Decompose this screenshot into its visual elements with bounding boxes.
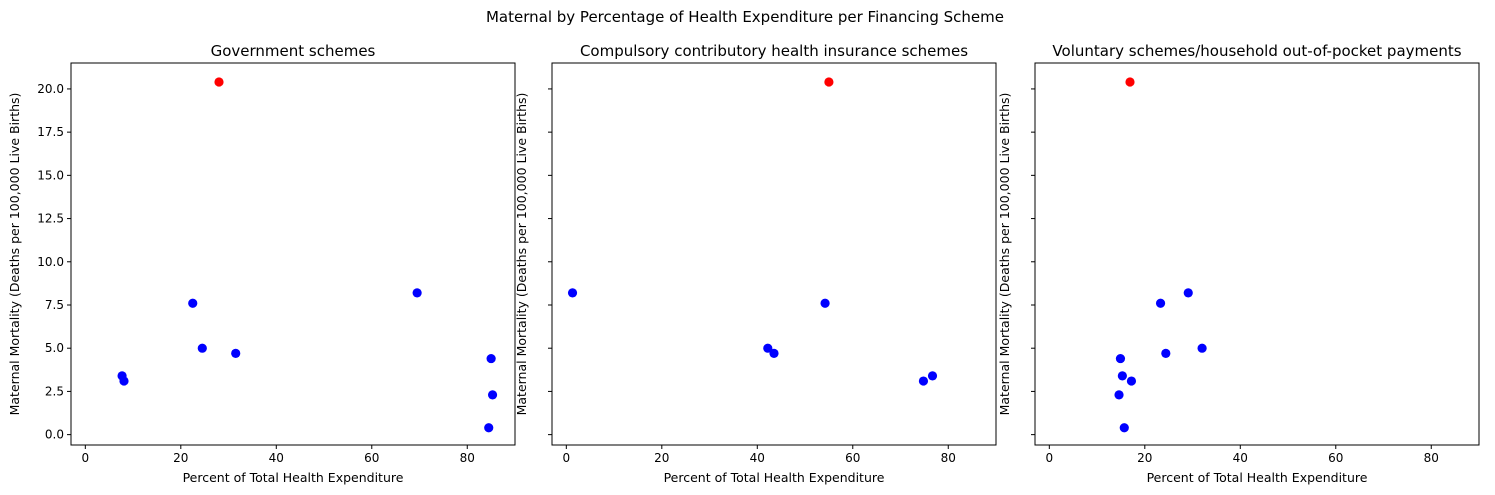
data-point — [1155, 298, 1166, 308]
chart-title: Voluntary schemes/household out-of-pocke… — [1052, 42, 1461, 60]
data-point — [1117, 371, 1127, 381]
panels: Government schemes 0 20 40 60 80 0.0 2.5 5.0 7.5 1… — [7, 42, 1480, 485]
highlight-data-point — [1125, 77, 1135, 87]
chart-panel-3: Voluntary schemes/household out-of-pocke… — [997, 42, 1480, 485]
x-tick-label: 80 — [941, 451, 956, 465]
plot-frame — [1034, 62, 1480, 446]
y-axis-label: Maternal Mortality (Deaths per 100,000 L… — [7, 93, 22, 416]
data-point — [1183, 288, 1193, 298]
data-point — [918, 376, 929, 386]
y-axis-label: Maternal Mortality (Deaths per 100,000 L… — [514, 93, 529, 416]
x-tick-label: 0 — [1046, 451, 1054, 465]
plot-frame — [70, 62, 516, 446]
plot-frame — [551, 62, 997, 446]
x-axis-label: Percent of Total Health Expenditure — [664, 470, 885, 485]
data-point — [1126, 376, 1137, 386]
chart-title: Compulsory contributory health insurance… — [580, 42, 968, 60]
y-tick-label: 20.0 — [37, 82, 64, 96]
x-tick-label: 40 — [750, 451, 765, 465]
highlight-data-point — [214, 77, 224, 87]
y-tick-label: 12.5 — [37, 212, 64, 226]
figure-suptitle: Maternal by Percentage of Health Expendi… — [486, 8, 1004, 26]
data-point — [1114, 390, 1124, 400]
x-tick-label: 60 — [845, 451, 860, 465]
x-axis-label: Percent of Total Health Expenditure — [183, 470, 404, 485]
data-point — [197, 343, 207, 353]
y-tick-label: 0.0 — [45, 428, 64, 442]
x-tick-label: 40 — [269, 451, 284, 465]
x-tick-label: 40 — [1233, 451, 1248, 465]
data-point — [1197, 343, 1207, 353]
data-point — [231, 348, 241, 358]
data-point — [1115, 353, 1126, 364]
x-tick-label: 60 — [364, 451, 379, 465]
x-axis-label: Percent of Total Health Expenditure — [1147, 470, 1368, 485]
y-tick-label: 2.5 — [45, 384, 64, 398]
data-point — [484, 423, 494, 433]
x-tick-label: 20 — [173, 451, 188, 465]
y-tick-label: 5.0 — [45, 341, 64, 355]
x-tick-label: 0 — [563, 451, 571, 465]
x-tick-label: 80 — [460, 451, 475, 465]
chart-panel-2: Compulsory contributory health insurance… — [514, 42, 997, 485]
data-point — [1119, 423, 1129, 433]
data-point — [487, 390, 498, 400]
y-axis-label: Maternal Mortality (Deaths per 100,000 L… — [997, 93, 1012, 416]
data-point — [119, 376, 129, 386]
chart-panel-1: Government schemes 0 20 40 60 80 0.0 2.5 5.0 7.5 1… — [7, 42, 516, 485]
highlight-data-point — [824, 77, 834, 87]
data-point — [1161, 348, 1171, 358]
y-tick-label: 10.0 — [37, 255, 64, 269]
x-tick-label: 60 — [1328, 451, 1343, 465]
y-tick-label: 7.5 — [45, 298, 64, 312]
data-point — [412, 288, 422, 298]
x-tick-label: 0 — [82, 451, 90, 465]
data-point — [927, 371, 938, 381]
data-point — [188, 298, 198, 308]
data-point — [769, 348, 779, 358]
x-tick-label: 80 — [1424, 451, 1439, 465]
x-tick-label: 20 — [1137, 451, 1152, 465]
data-point — [486, 353, 496, 364]
data-point — [763, 343, 773, 353]
x-tick-label: 20 — [654, 451, 669, 465]
data-point — [820, 298, 830, 308]
y-tick-label: 17.5 — [37, 125, 64, 139]
data-point — [567, 288, 578, 298]
y-tick-label: 15.0 — [37, 168, 64, 182]
chart-title: Government schemes — [211, 42, 376, 60]
